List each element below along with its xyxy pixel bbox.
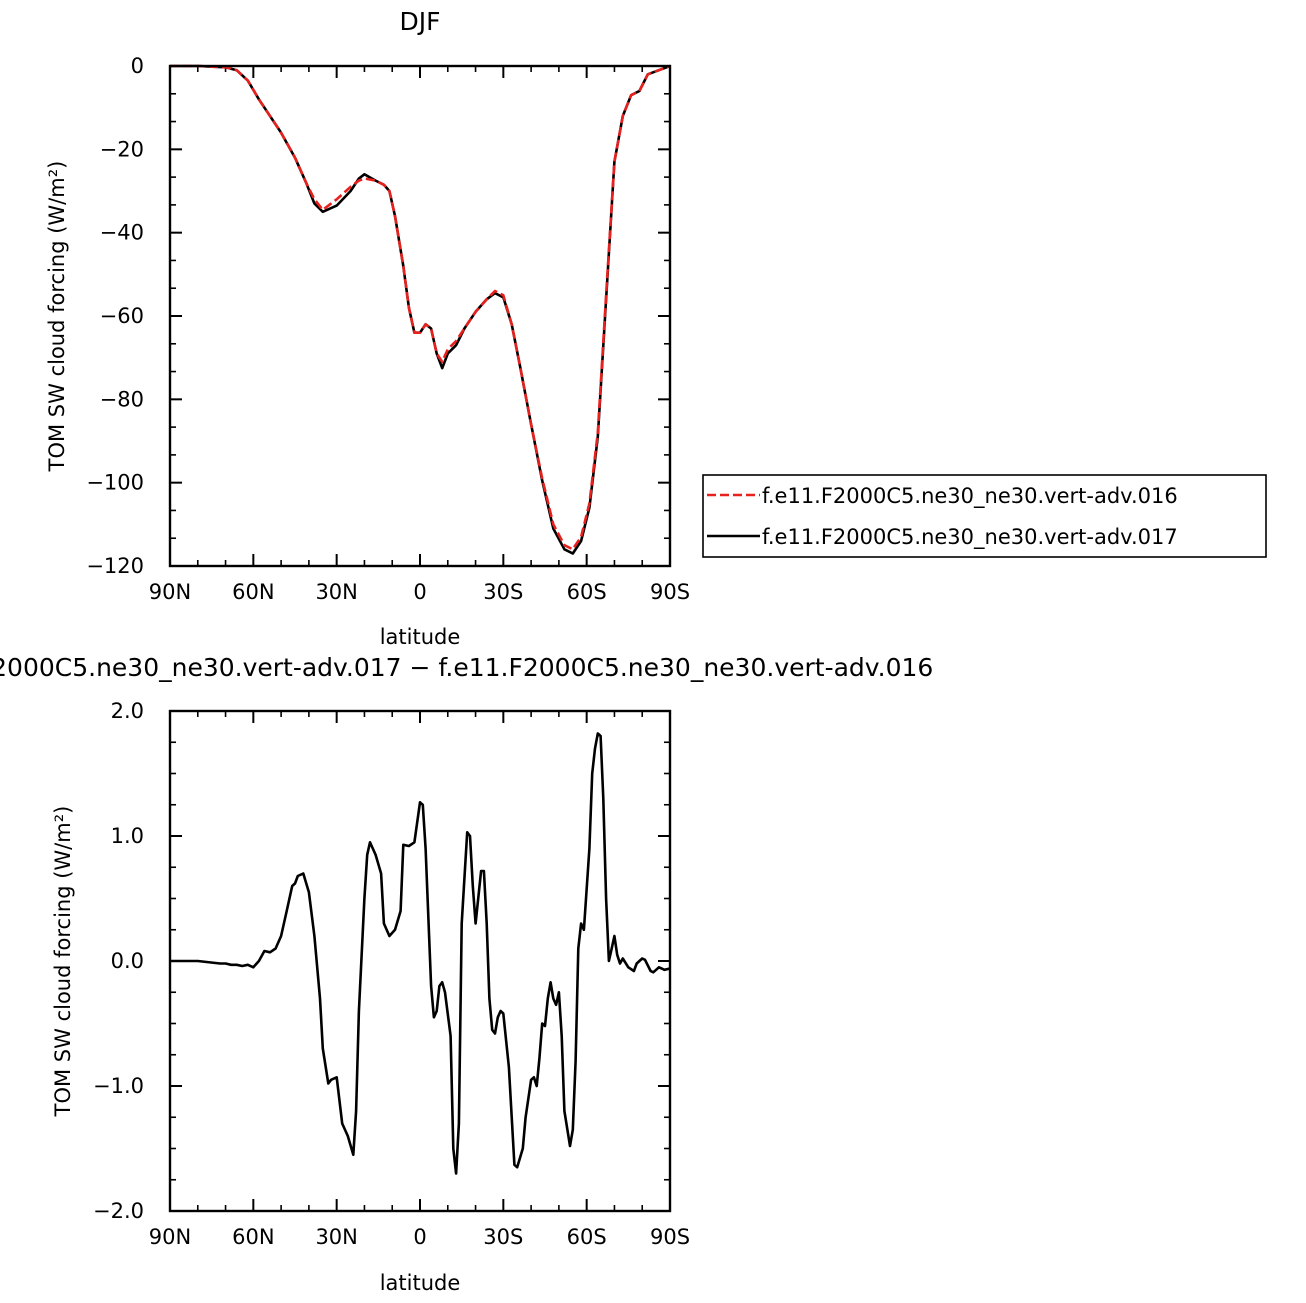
top-plot-frame bbox=[168, 64, 672, 568]
y-tick-label: 0.0 bbox=[111, 949, 144, 973]
x-tick-label: 90S bbox=[650, 580, 690, 604]
x-tick-label: 30N bbox=[315, 580, 357, 604]
bottom-plot-frame bbox=[168, 709, 672, 1213]
top-series bbox=[170, 64, 671, 555]
top-panel: DJF 90N 60N 30N 0 30S 60S 90S 0 −20 −40 −60 −80 −100… bbox=[45, 7, 690, 649]
bottom-chart-title: f.e11.F2000C5.ne30_ne30.vert-adv.017 − f… bbox=[0, 653, 933, 682]
y-tick-label: −120 bbox=[86, 554, 144, 578]
bottom-ticks: 90N 60N 30N 0 30S 60S 90S 2.0 1.0 0.0 −1.0 −2.0 bbox=[93, 699, 690, 1249]
y-tick-label: −2.0 bbox=[93, 1199, 144, 1223]
x-tick-label: 60S bbox=[567, 1225, 607, 1249]
x-tick-label: 60S bbox=[567, 580, 607, 604]
top-series-line-1 bbox=[170, 64, 671, 551]
y-tick-label: 1.0 bbox=[111, 824, 144, 848]
y-tick-label: 2.0 bbox=[111, 699, 144, 723]
x-tick-label: 30N bbox=[315, 1225, 357, 1249]
bottom-x-axis-label: latitude bbox=[380, 1271, 461, 1295]
y-tick-label: −20 bbox=[100, 137, 144, 161]
y-tick-label: −100 bbox=[86, 471, 144, 495]
x-tick-label: 90S bbox=[650, 1225, 690, 1249]
legend-box bbox=[702, 474, 1267, 558]
top-y-axis-label: TOM SW cloud forcing (W/m²) bbox=[45, 161, 69, 473]
x-tick-label: 30S bbox=[483, 1225, 523, 1249]
bottom-panel: f.e11.F2000C5.ne30_ne30.vert-adv.017 − f… bbox=[0, 653, 933, 1295]
legend-label-016: f.e11.F2000C5.ne30_ne30.vert-adv.016 bbox=[762, 484, 1178, 509]
x-tick-label: 30S bbox=[483, 580, 523, 604]
x-tick-label: 60N bbox=[232, 580, 274, 604]
top-chart-title: DJF bbox=[399, 7, 440, 36]
y-tick-label: −40 bbox=[100, 221, 144, 245]
top-x-axis-label: latitude bbox=[380, 625, 461, 649]
bottom-y-axis-label: TOM SW cloud forcing (W/m²) bbox=[51, 806, 75, 1118]
x-tick-label: 60N bbox=[232, 1225, 274, 1249]
y-tick-label: −1.0 bbox=[93, 1074, 144, 1098]
y-tick-label: 0 bbox=[131, 54, 144, 78]
y-tick-label: −60 bbox=[100, 304, 144, 328]
x-tick-label: 90N bbox=[149, 580, 191, 604]
top-ticks: 90N 60N 30N 0 30S 60S 90S 0 −20 −40 −60 −80 −100 −120 bbox=[86, 54, 690, 604]
legend: f.e11.F2000C5.ne30_ne30.vert-adv.016 f.e… bbox=[702, 474, 1267, 558]
x-tick-label: 0 bbox=[413, 1225, 426, 1249]
top-series-line-2 bbox=[170, 64, 671, 555]
y-tick-label: −80 bbox=[100, 387, 144, 411]
x-tick-label: 90N bbox=[149, 1225, 191, 1249]
bottom-series-line-1 bbox=[170, 732, 671, 1175]
x-tick-label: 0 bbox=[413, 580, 426, 604]
bottom-series bbox=[170, 732, 671, 1175]
legend-label-017: f.e11.F2000C5.ne30_ne30.vert-adv.017 bbox=[762, 525, 1178, 550]
